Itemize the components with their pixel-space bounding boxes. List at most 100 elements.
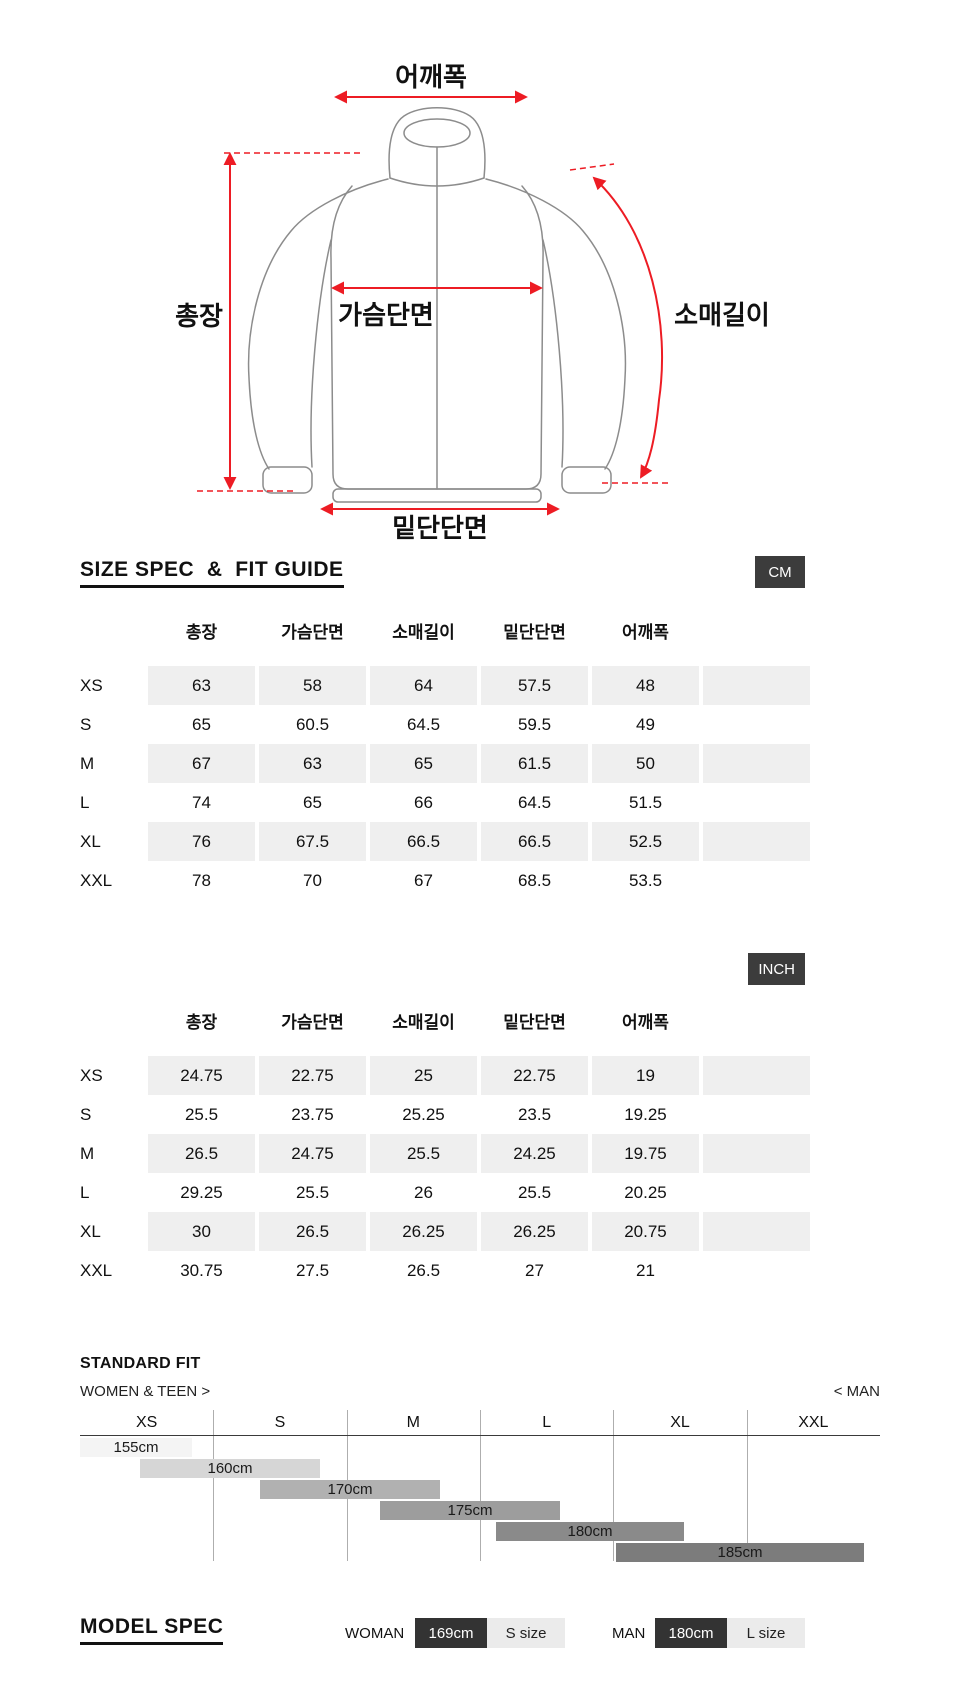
size-value: 27 (525, 1260, 544, 1280)
size-label: XS (80, 1065, 103, 1085)
height-range-bar: 185cm (616, 1543, 864, 1562)
standard-fit-chart: XS S M L XL XXL 155cm 160cm 170cm 175cm … (80, 1410, 880, 1565)
size-value: 24.75 (259, 1134, 366, 1173)
size-value: 26.5 (259, 1212, 366, 1251)
size-label: S (80, 1104, 92, 1124)
grid-line (613, 1410, 615, 1561)
man-label: < MAN (833, 1383, 880, 1400)
total-length-label: 총장 (175, 301, 223, 331)
size-value: 76 (148, 822, 255, 861)
cm-size-table: 총장 가슴단면 소매길이 밑단단면 어깨폭 XS 63 58 64 57.5 4… (80, 610, 810, 900)
size-label: L (80, 1182, 90, 1202)
size-value: 66.5 (481, 822, 588, 861)
size-label: M (80, 753, 95, 773)
size-value: 64.5 (517, 792, 552, 812)
size-value: 25.5 (370, 1134, 477, 1173)
size-value: 30 (148, 1212, 255, 1251)
size-value: 65 (192, 714, 211, 734)
size-value: 25.5 (295, 1182, 330, 1202)
size-value: 60.5 (295, 714, 330, 734)
size-value: 30.75 (180, 1260, 223, 1280)
size-value: 67.5 (259, 822, 366, 861)
size-value: 64 (370, 666, 477, 705)
empty-cell (703, 1000, 810, 1040)
size-spec-title: SIZE SPEC & FIT GUIDE (80, 558, 344, 588)
woman-size-badge: S size (487, 1618, 565, 1648)
size-value: 29.25 (180, 1182, 223, 1202)
size-value: 57.5 (481, 666, 588, 705)
size-value: 21 (636, 1260, 655, 1280)
model-spec-title: MODEL SPEC (80, 1615, 224, 1645)
size-value: 20.25 (624, 1182, 667, 1202)
man-size-badge: L size (727, 1618, 805, 1648)
size-value: 26.5 (148, 1134, 255, 1173)
man-height-badge: 180cm (655, 1618, 727, 1648)
size-value: 25.25 (402, 1104, 445, 1124)
empty-cell (703, 1212, 810, 1251)
fit-bar-row: 160cm (80, 1459, 880, 1478)
inch-badge: INCH (748, 953, 805, 985)
grid-line (746, 1410, 748, 1561)
table-header-row: 총장 가슴단면 소매길이 밑단단면 어깨폭 (80, 1000, 810, 1040)
size-value: 19.75 (592, 1134, 699, 1173)
empty-cell (703, 783, 810, 822)
size-label: S (80, 714, 92, 734)
column-header: 어깨폭 (622, 1012, 669, 1032)
table-row: XS 63 58 64 57.5 48 (80, 666, 810, 705)
size-value: 24.25 (481, 1134, 588, 1173)
empty-cell (80, 610, 144, 650)
size-label: M (80, 1143, 95, 1163)
fit-size-label: XL (670, 1413, 690, 1431)
size-value: 26.5 (406, 1260, 441, 1280)
size-value: 65 (370, 744, 477, 783)
size-value: 20.75 (592, 1212, 699, 1251)
fit-bar-row: 170cm (80, 1480, 880, 1499)
table-row: S 25.5 23.75 25.25 23.5 19.25 (80, 1095, 810, 1134)
table-row: XL 30 26.5 26.25 26.25 20.75 (80, 1212, 810, 1251)
hem-width-label: 밑단단면 (392, 513, 488, 543)
column-header: 가슴단면 (281, 622, 344, 642)
size-label: XXL (80, 1260, 113, 1280)
table-row: XS 24.75 22.75 25 22.75 19 (80, 1056, 810, 1095)
table-row: M 26.5 24.75 25.5 24.25 19.75 (80, 1134, 810, 1173)
size-value: 61.5 (481, 744, 588, 783)
fit-size-label: L (542, 1413, 552, 1431)
woman-label: WOMAN (345, 1624, 405, 1642)
size-label: XL (80, 831, 101, 851)
height-range-bar: 175cm (380, 1501, 560, 1520)
height-range-bar: 180cm (496, 1522, 684, 1541)
size-value: 53.5 (628, 870, 663, 890)
fit-size-label: S (274, 1413, 286, 1431)
size-value: 59.5 (517, 714, 552, 734)
column-header: 밑단단면 (503, 622, 566, 642)
shoulder-width-label: 어깨폭 (395, 62, 467, 92)
column-header: 밑단단면 (503, 1012, 566, 1032)
size-value: 25.5 (517, 1182, 552, 1202)
table-row: XXL 78 70 67 68.5 53.5 (80, 861, 810, 900)
empty-cell (703, 1134, 810, 1173)
empty-cell (703, 1173, 810, 1212)
measurement-arrows (197, 90, 670, 516)
size-value: 51.5 (628, 792, 663, 812)
sleeve-length-label: 소매길이 (674, 300, 770, 330)
women-teen-label: WOMEN & TEEN > (80, 1383, 211, 1400)
size-value: 25.5 (184, 1104, 219, 1124)
man-label: MAN (612, 1624, 646, 1642)
size-value: 26.25 (481, 1212, 588, 1251)
size-value: 23.5 (517, 1104, 552, 1124)
size-value: 52.5 (592, 822, 699, 861)
column-header: 소매길이 (392, 1012, 455, 1032)
size-value: 74 (192, 792, 211, 812)
size-value: 78 (192, 870, 211, 890)
empty-cell (703, 861, 810, 900)
cm-badge: CM (755, 556, 805, 588)
size-value: 63 (259, 744, 366, 783)
fit-size-labels: XS S M L XL XXL (80, 1410, 880, 1436)
size-value: 67 (414, 870, 433, 890)
table-row: XL 76 67.5 66.5 66.5 52.5 (80, 822, 810, 861)
grid-line (480, 1410, 481, 1561)
size-value: 63 (148, 666, 255, 705)
size-value: 26.25 (370, 1212, 477, 1251)
table-row: L 74 65 66 64.5 51.5 (80, 783, 810, 822)
